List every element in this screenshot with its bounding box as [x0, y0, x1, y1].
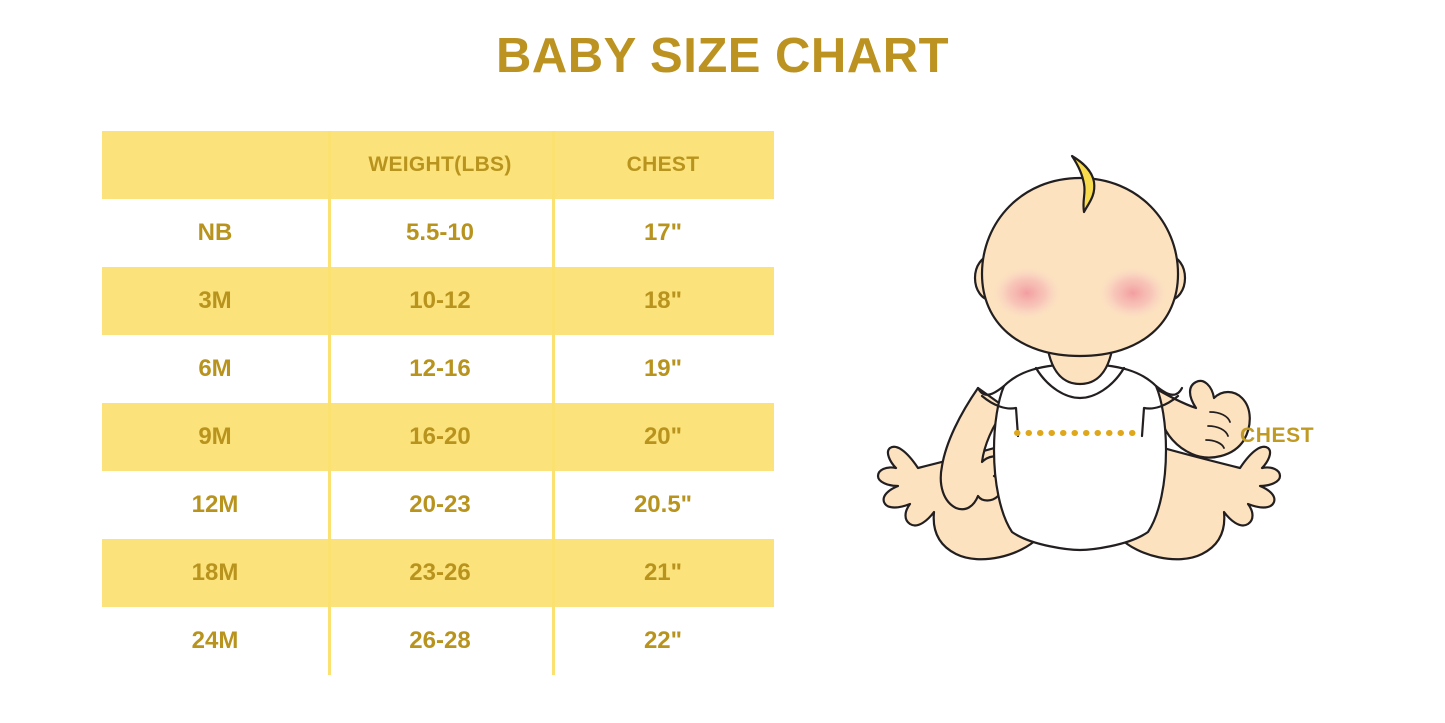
table-row: 3M 10-12 18" [102, 267, 774, 335]
cell-chest: 20.5" [552, 471, 774, 539]
cell-weight: 26-28 [328, 607, 552, 675]
table-row: 24M 26-28 22" [102, 607, 774, 675]
column-header-size [102, 131, 328, 199]
table-row: 12M 20-23 20.5" [102, 471, 774, 539]
cell-weight: 20-23 [328, 471, 552, 539]
table-row: 6M 12-16 19" [102, 335, 774, 403]
cell-size: 12M [102, 471, 328, 539]
cell-size: 6M [102, 335, 328, 403]
page-title: BABY SIZE CHART [495, 29, 950, 83]
cell-size: 24M [102, 607, 328, 675]
cell-chest: 20" [552, 403, 774, 471]
cell-size: 3M [102, 267, 328, 335]
baby-illustration [870, 150, 1290, 620]
table-header-row: WEIGHT(LBS) CHEST [102, 131, 774, 199]
baby-size-table: WEIGHT(LBS) CHEST NB 5.5-10 17" 3M 10-12… [102, 131, 774, 675]
cell-size: NB [102, 199, 328, 267]
cell-chest: 19" [552, 335, 774, 403]
table-row: NB 5.5-10 17" [102, 199, 774, 267]
table-row: 18M 23-26 21" [102, 539, 774, 607]
cell-size: 18M [102, 539, 328, 607]
cell-weight: 12-16 [328, 335, 552, 403]
cell-chest: 21" [552, 539, 774, 607]
cell-weight: 10-12 [328, 267, 552, 335]
column-header-weight: WEIGHT(LBS) [328, 131, 552, 199]
cell-weight: 23-26 [328, 539, 552, 607]
chest-measure-label: CHEST [1240, 424, 1315, 447]
cell-chest: 17" [552, 199, 774, 267]
cell-chest: 22" [552, 607, 774, 675]
column-header-chest: CHEST [552, 131, 774, 199]
cell-size: 9M [102, 403, 328, 471]
cell-weight: 5.5-10 [328, 199, 552, 267]
table-row: 9M 16-20 20" [102, 403, 774, 471]
cell-chest: 18" [552, 267, 774, 335]
cell-weight: 16-20 [328, 403, 552, 471]
